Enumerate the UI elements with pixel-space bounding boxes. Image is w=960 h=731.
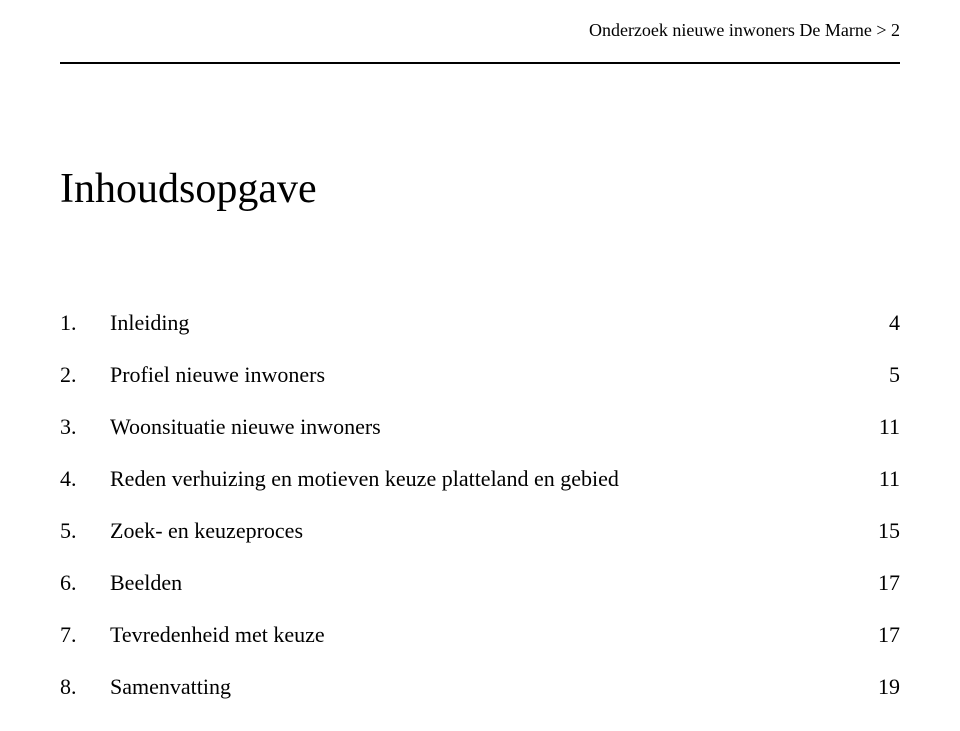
- toc-label: Profiel nieuwe inwoners: [110, 362, 860, 388]
- toc-number: 4.: [60, 466, 110, 492]
- toc-number: 3.: [60, 414, 110, 440]
- toc-row: 6. Beelden 17: [60, 570, 900, 596]
- toc-label: Beelden: [110, 570, 860, 596]
- toc-row: 5. Zoek- en keuzeproces 15: [60, 518, 900, 544]
- toc-page: 5: [860, 362, 900, 388]
- toc-page: 15: [860, 518, 900, 544]
- toc-row: 8. Samenvatting 19: [60, 674, 900, 700]
- toc-row: 4. Reden verhuizing en motieven keuze pl…: [60, 466, 900, 492]
- toc-label: Zoek- en keuzeproces: [110, 518, 860, 544]
- toc-number: 8.: [60, 674, 110, 700]
- toc-label: Reden verhuizing en motieven keuze platt…: [110, 466, 860, 492]
- horizontal-rule: [60, 62, 900, 64]
- toc-number: 6.: [60, 570, 110, 596]
- toc-page: 11: [860, 414, 900, 440]
- page: Onderzoek nieuwe inwoners De Marne > 2 I…: [0, 0, 960, 731]
- toc-number: 5.: [60, 518, 110, 544]
- toc-number: 1.: [60, 310, 110, 336]
- toc-label: Tevredenheid met keuze: [110, 622, 860, 648]
- toc-label: Inleiding: [110, 310, 860, 336]
- toc-number: 7.: [60, 622, 110, 648]
- toc-row: 7. Tevredenheid met keuze 17: [60, 622, 900, 648]
- toc-row: 3. Woonsituatie nieuwe inwoners 11: [60, 414, 900, 440]
- toc-page: 4: [860, 310, 900, 336]
- toc-label: Woonsituatie nieuwe inwoners: [110, 414, 860, 440]
- table-of-contents: 1. Inleiding 4 2. Profiel nieuwe inwoner…: [60, 310, 900, 726]
- page-header: Onderzoek nieuwe inwoners De Marne > 2: [589, 20, 900, 41]
- toc-number: 2.: [60, 362, 110, 388]
- toc-page: 19: [860, 674, 900, 700]
- toc-page: 17: [860, 570, 900, 596]
- toc-page: 17: [860, 622, 900, 648]
- toc-label: Samenvatting: [110, 674, 860, 700]
- toc-row: 1. Inleiding 4: [60, 310, 900, 336]
- page-title: Inhoudsopgave: [60, 165, 317, 213]
- toc-row: 2. Profiel nieuwe inwoners 5: [60, 362, 900, 388]
- toc-page: 11: [860, 466, 900, 492]
